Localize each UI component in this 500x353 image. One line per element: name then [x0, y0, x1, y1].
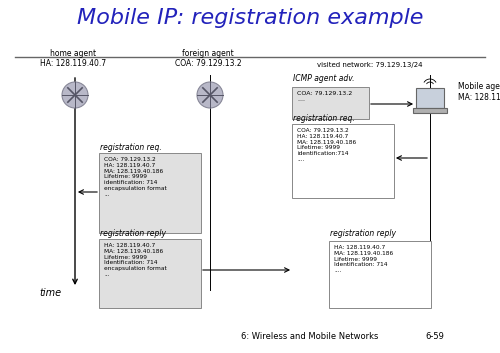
Text: COA: 79.129.13.2
HA: 128.119.40.7
MA: 128.119.40.186
Lifetime: 9999
identificati: COA: 79.129.13.2 HA: 128.119.40.7 MA: 12…	[297, 128, 356, 162]
Text: foreign agent
COA: 79.129.13.2: foreign agent COA: 79.129.13.2	[174, 49, 242, 68]
FancyBboxPatch shape	[99, 239, 201, 308]
Text: ICMP agent adv.: ICMP agent adv.	[293, 74, 354, 83]
Text: 6-59: 6-59	[426, 332, 444, 341]
Circle shape	[197, 82, 223, 108]
Text: registration reply: registration reply	[100, 229, 166, 238]
Circle shape	[62, 82, 88, 108]
Text: visited network: 79.129.13/24: visited network: 79.129.13/24	[318, 62, 423, 68]
FancyBboxPatch shape	[292, 87, 369, 119]
Text: registration req.: registration req.	[293, 114, 355, 123]
Text: registration req.: registration req.	[100, 143, 162, 152]
FancyBboxPatch shape	[292, 124, 394, 198]
FancyBboxPatch shape	[99, 153, 201, 233]
Text: 6: Wireless and Mobile Networks: 6: Wireless and Mobile Networks	[242, 332, 378, 341]
FancyBboxPatch shape	[413, 108, 447, 113]
Text: home agent
HA: 128.119.40.7: home agent HA: 128.119.40.7	[40, 49, 106, 68]
Text: Mobile IP: registration example: Mobile IP: registration example	[77, 8, 423, 28]
FancyBboxPatch shape	[416, 88, 444, 108]
Text: HA: 128.119.40.7
MA: 128.119.40.186
Lifetime: 9999
Identification: 714
....: HA: 128.119.40.7 MA: 128.119.40.186 Life…	[334, 245, 393, 273]
Text: HA: 128.119.40.7
MA: 128.119.40.186
Lifetime: 9999
Identification: 714
encapsula: HA: 128.119.40.7 MA: 128.119.40.186 Life…	[104, 243, 167, 277]
Text: registration reply: registration reply	[330, 229, 396, 238]
Text: COA: 79.129.13.2
....: COA: 79.129.13.2 ....	[297, 91, 352, 102]
Text: time: time	[39, 288, 61, 298]
Text: COA: 79.129.13.2
HA: 128.119.40.7
MA: 128.119.40.186
Lifetime: 9999
identificati: COA: 79.129.13.2 HA: 128.119.40.7 MA: 12…	[104, 157, 167, 197]
FancyBboxPatch shape	[329, 241, 431, 308]
Text: Mobile agent
MA: 128.119.40.186: Mobile agent MA: 128.119.40.186	[458, 82, 500, 102]
